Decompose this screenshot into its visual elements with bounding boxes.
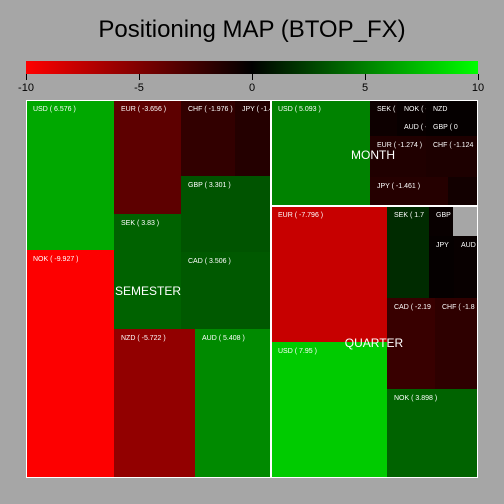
tile-label: CHF ( -1.8 — [442, 304, 475, 311]
tile-semester-gbp: GBP ( 3.301 ) — [181, 176, 271, 252]
tile-semester-nzd: NZD ( -5.722 ) — [114, 329, 195, 478]
tile-month-nzd: NZD — [426, 100, 478, 118]
tile-month-jpy: JPY ( -1.461 ) — [370, 177, 448, 206]
tile-label: AUD ( -0.3 — [404, 124, 426, 131]
tile-semester-sek: SEK ( 3.83 ) — [114, 214, 181, 329]
tile-quarter-jpy: JPY — [429, 236, 454, 298]
treemap: USD ( 6.576 ) NOK ( -9.927 ) EUR ( -3.656 … — [26, 100, 478, 478]
tile-month-gbp: GBP ( 0 — [426, 118, 478, 136]
tile-label: SEK ( 3.83 ) — [121, 220, 160, 227]
group-label-quarter: QUARTER — [344, 336, 404, 350]
tile-semester-eur: EUR ( -3.656 ) — [114, 100, 181, 214]
tile-label: JPY — [436, 242, 449, 249]
tile-semester-cad: CAD ( 3.506 ) — [181, 252, 271, 329]
tile-semester-jpy: JPY ( -1.4 — [235, 100, 271, 176]
tile-label: NOK ( -0.3 — [404, 106, 426, 113]
tile-label: EUR ( -3.656 ) — [121, 106, 167, 113]
tile-month-nok: NOK ( -0.3 — [397, 100, 426, 118]
tile-quarter-usd: USD ( 7.95 ) — [271, 342, 387, 478]
tile-semester-chf: CHF ( -1.976 ) — [181, 100, 235, 176]
tile-quarter-nok: NOK ( 3.898 ) — [387, 389, 478, 478]
tile-label: CHF ( -1.124 — [433, 142, 474, 149]
tile-label: USD ( 7.95 ) — [278, 348, 317, 355]
legend-tick-label: 10 — [471, 82, 485, 94]
group-label-month: MONTH — [351, 148, 395, 162]
legend-tick — [365, 74, 366, 80]
tile-month-aud: AUD ( -0.3 — [397, 118, 426, 136]
color-scale-legend — [26, 61, 478, 74]
tile-label: NOK ( 3.898 ) — [394, 395, 438, 402]
tile-label: NZD — [433, 106, 448, 113]
tile-month-eur: EUR ( -1.274 ) — [370, 136, 426, 177]
legend-tick-label: 5 — [361, 82, 369, 94]
legend-tick-label: -5 — [134, 82, 144, 94]
legend-tick — [139, 74, 140, 80]
tile-month-cad — [448, 177, 478, 206]
tile-label: AUD ( 5.408 ) — [202, 335, 245, 342]
tile-label: SEK ( — [377, 106, 396, 113]
tile-quarter-gbp: GBP ( -0 — [429, 206, 453, 236]
tile-quarter-sek: SEK ( 1.7 — [387, 206, 429, 298]
tile-month-chf: CHF ( -1.124 — [426, 136, 478, 177]
legend-tick — [26, 74, 27, 80]
tile-label: AUD — [461, 242, 476, 249]
tile-label: CHF ( -1.976 ) — [188, 106, 233, 113]
group-label-semester: SEMESTER — [114, 284, 182, 298]
tile-label: CAD ( 3.506 ) — [188, 258, 231, 265]
tile-quarter-cad: CAD ( -2.19 — [387, 298, 435, 389]
legend-tick-label: 0 — [248, 82, 256, 94]
tile-label: JPY ( -1.4 — [242, 106, 271, 113]
tile-label: GBP ( 0 — [433, 124, 458, 131]
tile-label: SEK ( 1.7 — [394, 212, 424, 219]
legend-tick — [252, 74, 253, 80]
tile-label: GBP ( -0 — [436, 212, 453, 219]
tile-month-usd: USD ( 5.093 ) — [271, 100, 370, 206]
tile-label: USD ( 6.576 ) — [33, 106, 76, 113]
tile-label: EUR ( -7.796 ) — [278, 212, 324, 219]
tile-label: JPY ( -1.461 ) — [377, 183, 421, 190]
tile-label: NZD ( -5.722 ) — [121, 335, 166, 342]
tile-quarter-chf: CHF ( -1.8 — [435, 298, 478, 389]
tile-quarter-aud: AUD — [454, 236, 478, 298]
tile-quarter-eur: EUR ( -7.796 ) — [271, 206, 387, 342]
tile-month-sek: SEK ( — [370, 100, 397, 136]
tile-label: EUR ( -1.274 ) — [377, 142, 423, 149]
tile-label: GBP ( 3.301 ) — [188, 182, 231, 189]
tile-label: CAD ( -2.19 — [394, 304, 431, 311]
legend-tick — [478, 74, 479, 80]
tile-semester-usd: USD ( 6.576 ) — [26, 100, 114, 250]
tile-label: USD ( 5.093 ) — [278, 106, 321, 113]
tile-label: NOK ( -9.927 ) — [33, 256, 79, 263]
tile-semester-nok: NOK ( -9.927 ) — [26, 250, 114, 478]
chart-title: Positioning MAP (BTOP_FX) — [98, 16, 406, 43]
tile-semester-aud: AUD ( 5.408 ) — [195, 329, 271, 478]
legend-tick-label: -10 — [18, 82, 34, 94]
